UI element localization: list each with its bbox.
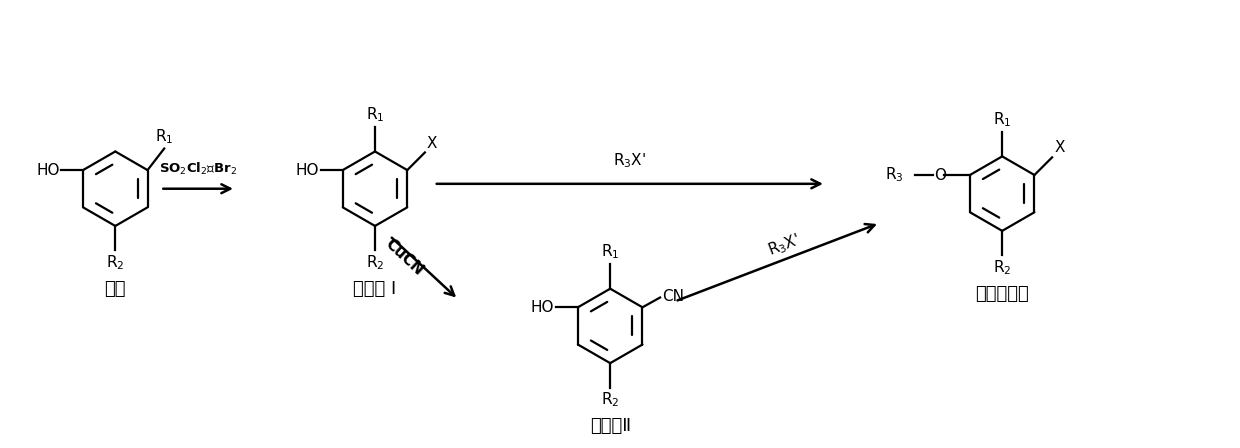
Text: HO: HO bbox=[531, 300, 554, 315]
Text: R$_1$: R$_1$ bbox=[366, 105, 384, 124]
Text: R$_3$: R$_3$ bbox=[884, 166, 903, 184]
Text: CuCN: CuCN bbox=[383, 236, 427, 278]
Text: R$_1$: R$_1$ bbox=[993, 110, 1012, 129]
Text: R$_2$: R$_2$ bbox=[107, 254, 124, 272]
Text: O: O bbox=[935, 168, 946, 182]
Text: R$_2$: R$_2$ bbox=[366, 254, 384, 272]
Text: R$_3$X': R$_3$X' bbox=[765, 231, 802, 260]
Text: SO$_2$Cl$_2$或Br$_2$: SO$_2$Cl$_2$或Br$_2$ bbox=[159, 161, 237, 177]
Text: R$_1$: R$_1$ bbox=[155, 127, 174, 146]
Text: 原料: 原料 bbox=[104, 280, 126, 298]
Text: 中间体 I: 中间体 I bbox=[353, 280, 397, 298]
Text: R$_2$: R$_2$ bbox=[993, 258, 1012, 277]
Text: 目标化合物: 目标化合物 bbox=[976, 285, 1029, 303]
Text: R$_2$: R$_2$ bbox=[601, 391, 620, 409]
Text: R$_3$X': R$_3$X' bbox=[614, 151, 646, 170]
Text: X: X bbox=[427, 135, 438, 151]
Text: X: X bbox=[1054, 140, 1065, 155]
Text: HO: HO bbox=[295, 163, 319, 177]
Text: HO: HO bbox=[36, 163, 60, 177]
Text: 中间体Ⅱ: 中间体Ⅱ bbox=[590, 417, 631, 435]
Text: R$_1$: R$_1$ bbox=[601, 242, 620, 261]
Text: CN: CN bbox=[662, 289, 684, 304]
